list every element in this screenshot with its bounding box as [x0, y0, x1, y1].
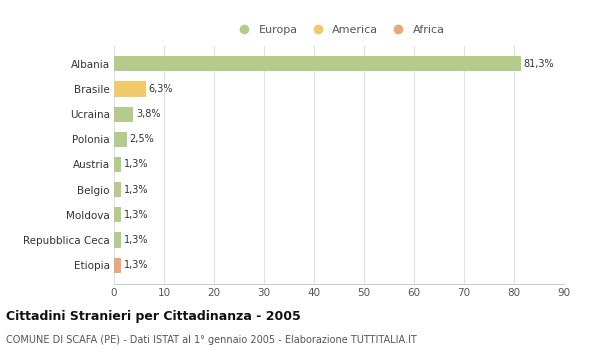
- Text: COMUNE DI SCAFA (PE) - Dati ISTAT al 1° gennaio 2005 - Elaborazione TUTTITALIA.I: COMUNE DI SCAFA (PE) - Dati ISTAT al 1° …: [6, 335, 417, 345]
- Bar: [114, 207, 121, 222]
- Bar: [114, 56, 521, 71]
- Text: 1,3%: 1,3%: [124, 260, 148, 270]
- Bar: [114, 107, 133, 122]
- Text: 6,3%: 6,3%: [149, 84, 173, 94]
- Bar: [114, 82, 146, 97]
- Text: 3,8%: 3,8%: [136, 109, 161, 119]
- Legend: Europa, America, Africa: Europa, America, Africa: [229, 20, 449, 39]
- Text: 1,3%: 1,3%: [124, 160, 148, 169]
- Bar: [114, 182, 121, 197]
- Bar: [114, 258, 121, 273]
- Bar: [114, 157, 121, 172]
- Text: 81,3%: 81,3%: [523, 59, 554, 69]
- Text: 1,3%: 1,3%: [124, 235, 148, 245]
- Text: 1,3%: 1,3%: [124, 210, 148, 220]
- Bar: [114, 232, 121, 247]
- Text: Cittadini Stranieri per Cittadinanza - 2005: Cittadini Stranieri per Cittadinanza - 2…: [6, 310, 301, 323]
- Bar: [114, 132, 127, 147]
- Text: 1,3%: 1,3%: [124, 185, 148, 195]
- Text: 2,5%: 2,5%: [130, 134, 154, 144]
